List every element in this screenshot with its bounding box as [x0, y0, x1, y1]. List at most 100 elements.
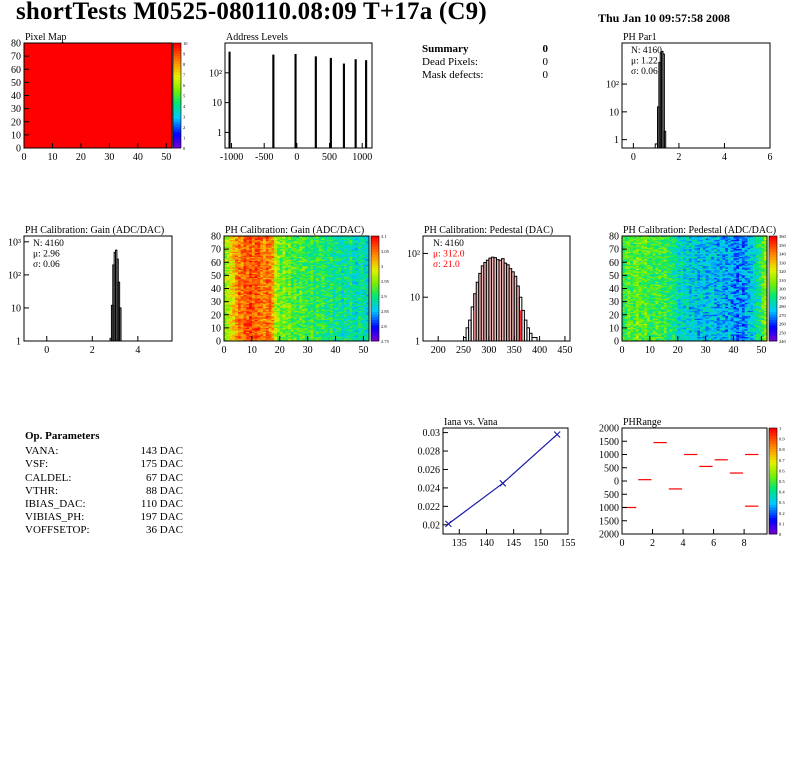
heatmap-cell	[327, 321, 331, 323]
heatmap-cell	[622, 318, 626, 321]
heatmap-cell	[633, 239, 637, 242]
heatmap-cell	[229, 253, 233, 255]
heatmap-cell	[224, 285, 228, 288]
heatmap-cell	[360, 285, 364, 288]
heatmap-cell	[316, 318, 320, 321]
heatmap-cell	[304, 247, 308, 250]
y-tick-label: 70	[11, 52, 21, 63]
heatmap-cell	[232, 262, 236, 264]
pixel-map-colorbar-segment	[173, 50, 181, 54]
heatmap-cell	[285, 268, 289, 271]
heatmap-cell	[332, 237, 336, 239]
heatmap-cell	[357, 254, 361, 256]
heatmap-cell	[318, 285, 322, 288]
heatmap-cell	[321, 271, 325, 274]
heatmap-cell	[288, 312, 292, 314]
heatmap-cell	[321, 312, 325, 314]
heatmap-cell	[332, 297, 336, 300]
heatmap-cell	[321, 283, 325, 285]
heatmap-cell	[302, 306, 306, 309]
heatmap-cell	[299, 305, 303, 308]
heatmap-cell	[335, 250, 339, 253]
heatmap-cell	[240, 251, 244, 254]
heatmap-cell	[235, 266, 239, 268]
heatmap-cell	[226, 239, 230, 242]
heatmap-cell	[296, 270, 300, 272]
heatmap-cell	[237, 254, 242, 256]
heatmap-cell	[360, 289, 364, 292]
heatmap-cell	[232, 335, 236, 338]
heatmap-cell	[346, 314, 350, 317]
heatmap-cell	[274, 284, 278, 287]
heatmap-cell	[268, 267, 272, 270]
heatmap-cell	[329, 260, 334, 263]
heatmap-cell	[318, 242, 322, 245]
heatmap-cell	[343, 316, 347, 318]
heatmap-cell	[346, 288, 350, 291]
heatmap-cell	[349, 259, 353, 262]
heatmap-cell	[363, 266, 367, 268]
heatmap-cell	[318, 257, 322, 259]
heatmap-cell	[635, 289, 640, 292]
heatmap-cell	[229, 297, 233, 300]
heatmap-cell	[624, 292, 628, 295]
heatmap-cell	[324, 255, 328, 258]
heatmap-cell	[302, 304, 306, 306]
heatmap-cell	[296, 289, 300, 292]
heatmap-cell	[324, 250, 328, 253]
heatmap-cell	[299, 325, 303, 327]
heatmap-cell	[349, 323, 353, 326]
heatmap-cell	[290, 333, 295, 335]
y-tick-label: 80	[211, 232, 221, 243]
heatmap-cell	[263, 266, 267, 268]
heatmap-cell	[355, 274, 359, 276]
heatmap-cell	[329, 287, 334, 289]
heatmap-cell	[349, 271, 353, 274]
heatmap-cell	[257, 246, 261, 249]
heatmap-cell	[635, 339, 640, 342]
heatmap-cell	[226, 295, 230, 297]
heatmap-cell	[316, 237, 320, 239]
heatmap-cell	[327, 312, 331, 314]
heatmap-cell	[299, 266, 303, 268]
heatmap-cell	[324, 280, 328, 283]
heatmap-cell	[302, 268, 306, 271]
heatmap-cell	[318, 335, 322, 338]
heatmap-cell	[279, 255, 283, 258]
heatmap-cell	[226, 292, 230, 295]
heatmap-cell	[268, 308, 272, 310]
heatmap-cell	[329, 266, 334, 268]
heatmap-cell	[229, 310, 233, 313]
heatmap-cell	[243, 318, 247, 321]
heatmap-cell	[627, 312, 631, 314]
heatmap-cell	[638, 247, 642, 250]
heatmap-cell	[240, 281, 244, 284]
heatmap-cell	[288, 293, 292, 296]
heatmap-cell	[638, 257, 642, 259]
heatmap-cell	[622, 316, 626, 318]
heatmap-cell	[355, 241, 359, 243]
heatmap-cell	[302, 236, 306, 238]
heatmap-cell	[327, 239, 331, 242]
heatmap-cell	[355, 263, 359, 266]
heatmap-cell	[265, 283, 269, 285]
heatmap-cell	[335, 268, 339, 271]
heatmap-cell	[329, 272, 334, 275]
heatmap-cell	[635, 318, 640, 321]
heatmap-cell	[229, 309, 233, 312]
heatmap-cell	[327, 259, 331, 262]
heatmap-cell	[260, 237, 264, 239]
heatmap-cell	[343, 263, 347, 266]
heatmap-cell	[265, 247, 269, 250]
heatmap-cell	[265, 322, 269, 325]
heatmap-cell	[360, 257, 364, 259]
heatmap-cell	[257, 313, 261, 316]
heatmap-cell	[627, 267, 631, 270]
heatmap-cell	[302, 247, 306, 250]
heatmap-cell	[302, 309, 306, 312]
heatmap-cell	[355, 326, 359, 329]
heatmap-cell	[332, 284, 336, 287]
heatmap-cell	[274, 325, 278, 327]
heatmap-cell	[271, 339, 275, 342]
heatmap-cell	[332, 262, 336, 264]
